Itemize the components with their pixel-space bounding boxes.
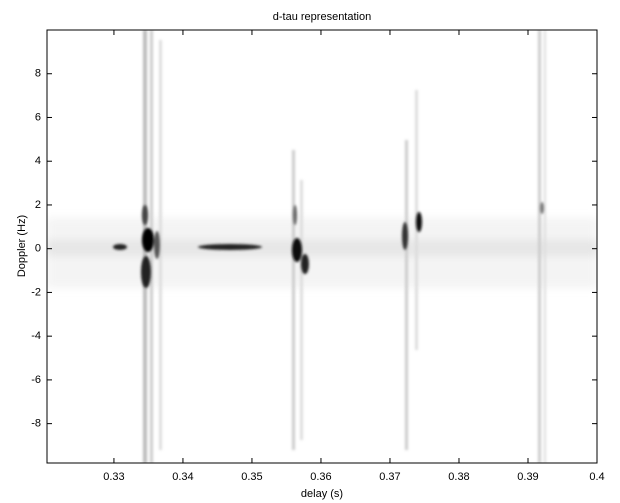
peaks bbox=[113, 202, 544, 288]
x-tick-label: 0.36 bbox=[310, 471, 331, 483]
y-tick-label: 8 bbox=[35, 68, 41, 80]
x-tick-label: 0.35 bbox=[241, 471, 262, 483]
x-tick-label: 0.38 bbox=[448, 471, 469, 483]
y-tick-label: -4 bbox=[31, 330, 41, 342]
y-tick-label: 2 bbox=[35, 199, 41, 211]
doppler-band bbox=[47, 240, 597, 256]
y-tick-label: 4 bbox=[35, 155, 41, 167]
x-tick-label: 0.4 bbox=[589, 471, 604, 483]
y-axis-label: Doppler (Hz) bbox=[16, 215, 28, 277]
y-tick-label: -8 bbox=[31, 418, 41, 430]
x-tick-label: 0.33 bbox=[103, 471, 124, 483]
y-tick-label: -6 bbox=[31, 374, 41, 386]
x-tick-label: 0.37 bbox=[379, 471, 400, 483]
x-tick-label: 0.34 bbox=[172, 471, 193, 483]
plot-frame bbox=[46, 29, 598, 464]
y-tick-label: -2 bbox=[31, 286, 41, 298]
chart-title: d-tau representation bbox=[273, 11, 371, 23]
y-tick-label: 0 bbox=[35, 243, 41, 255]
heatmap-image bbox=[47, 30, 597, 463]
x-axis-label: delay (s) bbox=[301, 488, 343, 500]
y-tick-label: 6 bbox=[35, 111, 41, 123]
x-tick-label: 0.39 bbox=[517, 471, 538, 483]
